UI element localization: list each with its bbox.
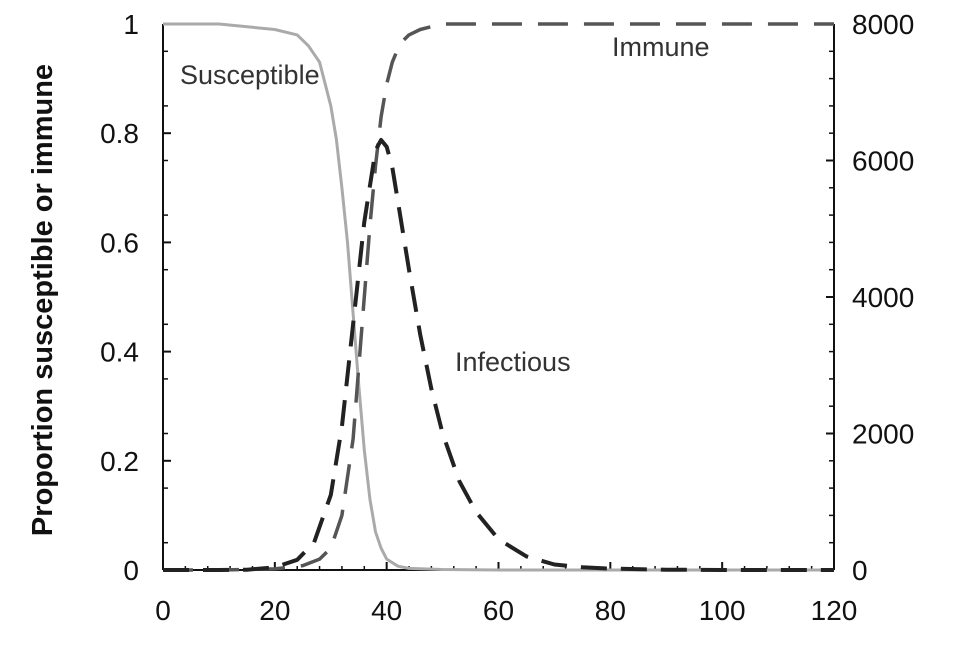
- series-line-immune: [163, 22, 834, 572]
- x-tick-label: 20: [259, 595, 290, 626]
- labels-layer: Susceptible Immune Infectious: [180, 32, 710, 377]
- right-tick-label: 0: [852, 555, 868, 586]
- right-tick-label: 2000: [852, 419, 914, 450]
- series-layer: [163, 22, 834, 572]
- x-tick-label: 40: [371, 595, 402, 626]
- series-label-immune: Immune: [612, 32, 710, 62]
- left-tick-label: 0.4: [100, 337, 139, 368]
- plot-axes: [162, 24, 835, 571]
- y-axis-title: Proportion susceptible or immune: [27, 64, 59, 536]
- series-label-infectious: Infectious: [455, 347, 571, 377]
- x-tick-label: 60: [483, 595, 514, 626]
- ticks-layer: 0 0.2 0.4 0.6 0.8 1 0 2000 4000 6000 8000 0 20 40 60 80…: [100, 9, 914, 626]
- left-tick-label: 0: [123, 555, 139, 586]
- series-line-infectious: [163, 138, 834, 572]
- left-tick-label: 0.6: [100, 227, 139, 258]
- left-tick-label: 0.8: [100, 118, 139, 149]
- x-tick-label: 80: [595, 595, 626, 626]
- right-tick-label: 6000: [852, 146, 914, 177]
- series-line-susceptible: [163, 22, 834, 572]
- left-tick-label: 1: [123, 9, 139, 40]
- x-tick-label: 120: [811, 595, 858, 626]
- x-tick-label: 100: [699, 595, 746, 626]
- right-tick-label: 8000: [852, 9, 914, 40]
- left-tick-label: 0.2: [100, 446, 139, 477]
- series-label-susceptible: Susceptible: [180, 60, 320, 90]
- right-tick-label: 4000: [852, 282, 914, 313]
- x-tick-label: 0: [155, 595, 171, 626]
